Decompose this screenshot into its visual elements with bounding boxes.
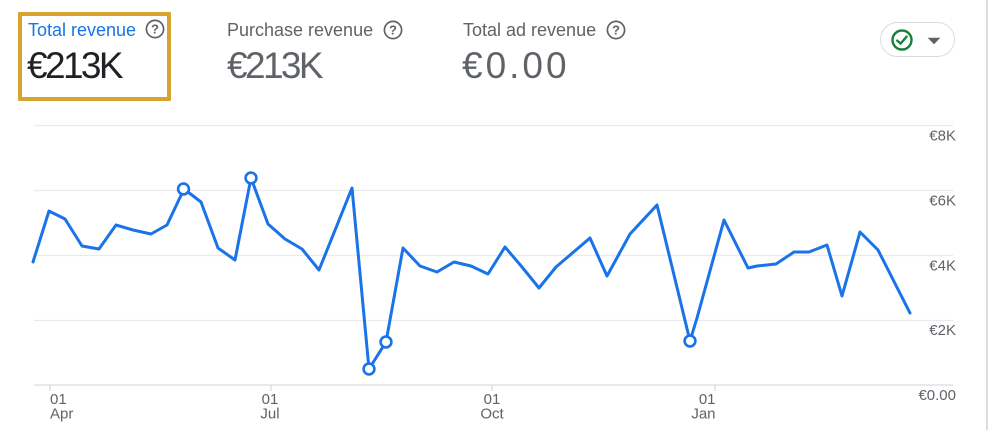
svg-text:Oct: Oct bbox=[480, 406, 504, 423]
svg-text:?: ? bbox=[612, 23, 620, 38]
svg-text:01: 01 bbox=[699, 391, 716, 408]
svg-text:€6K: €6K bbox=[929, 193, 956, 210]
svg-text:?: ? bbox=[389, 23, 397, 38]
svg-text:Jul: Jul bbox=[260, 406, 279, 423]
svg-text:?: ? bbox=[151, 22, 159, 37]
svg-text:01: 01 bbox=[262, 391, 279, 408]
svg-text:€0.00: €0.00 bbox=[918, 387, 956, 404]
svg-text:€8K: €8K bbox=[929, 128, 956, 145]
svg-text:Jan: Jan bbox=[691, 406, 715, 423]
svg-text:€4K: €4K bbox=[929, 258, 956, 275]
svg-text:01: 01 bbox=[50, 391, 67, 408]
svg-text:€2K: €2K bbox=[929, 322, 956, 339]
svg-text:Apr: Apr bbox=[50, 406, 73, 423]
svg-text:01: 01 bbox=[484, 391, 501, 408]
